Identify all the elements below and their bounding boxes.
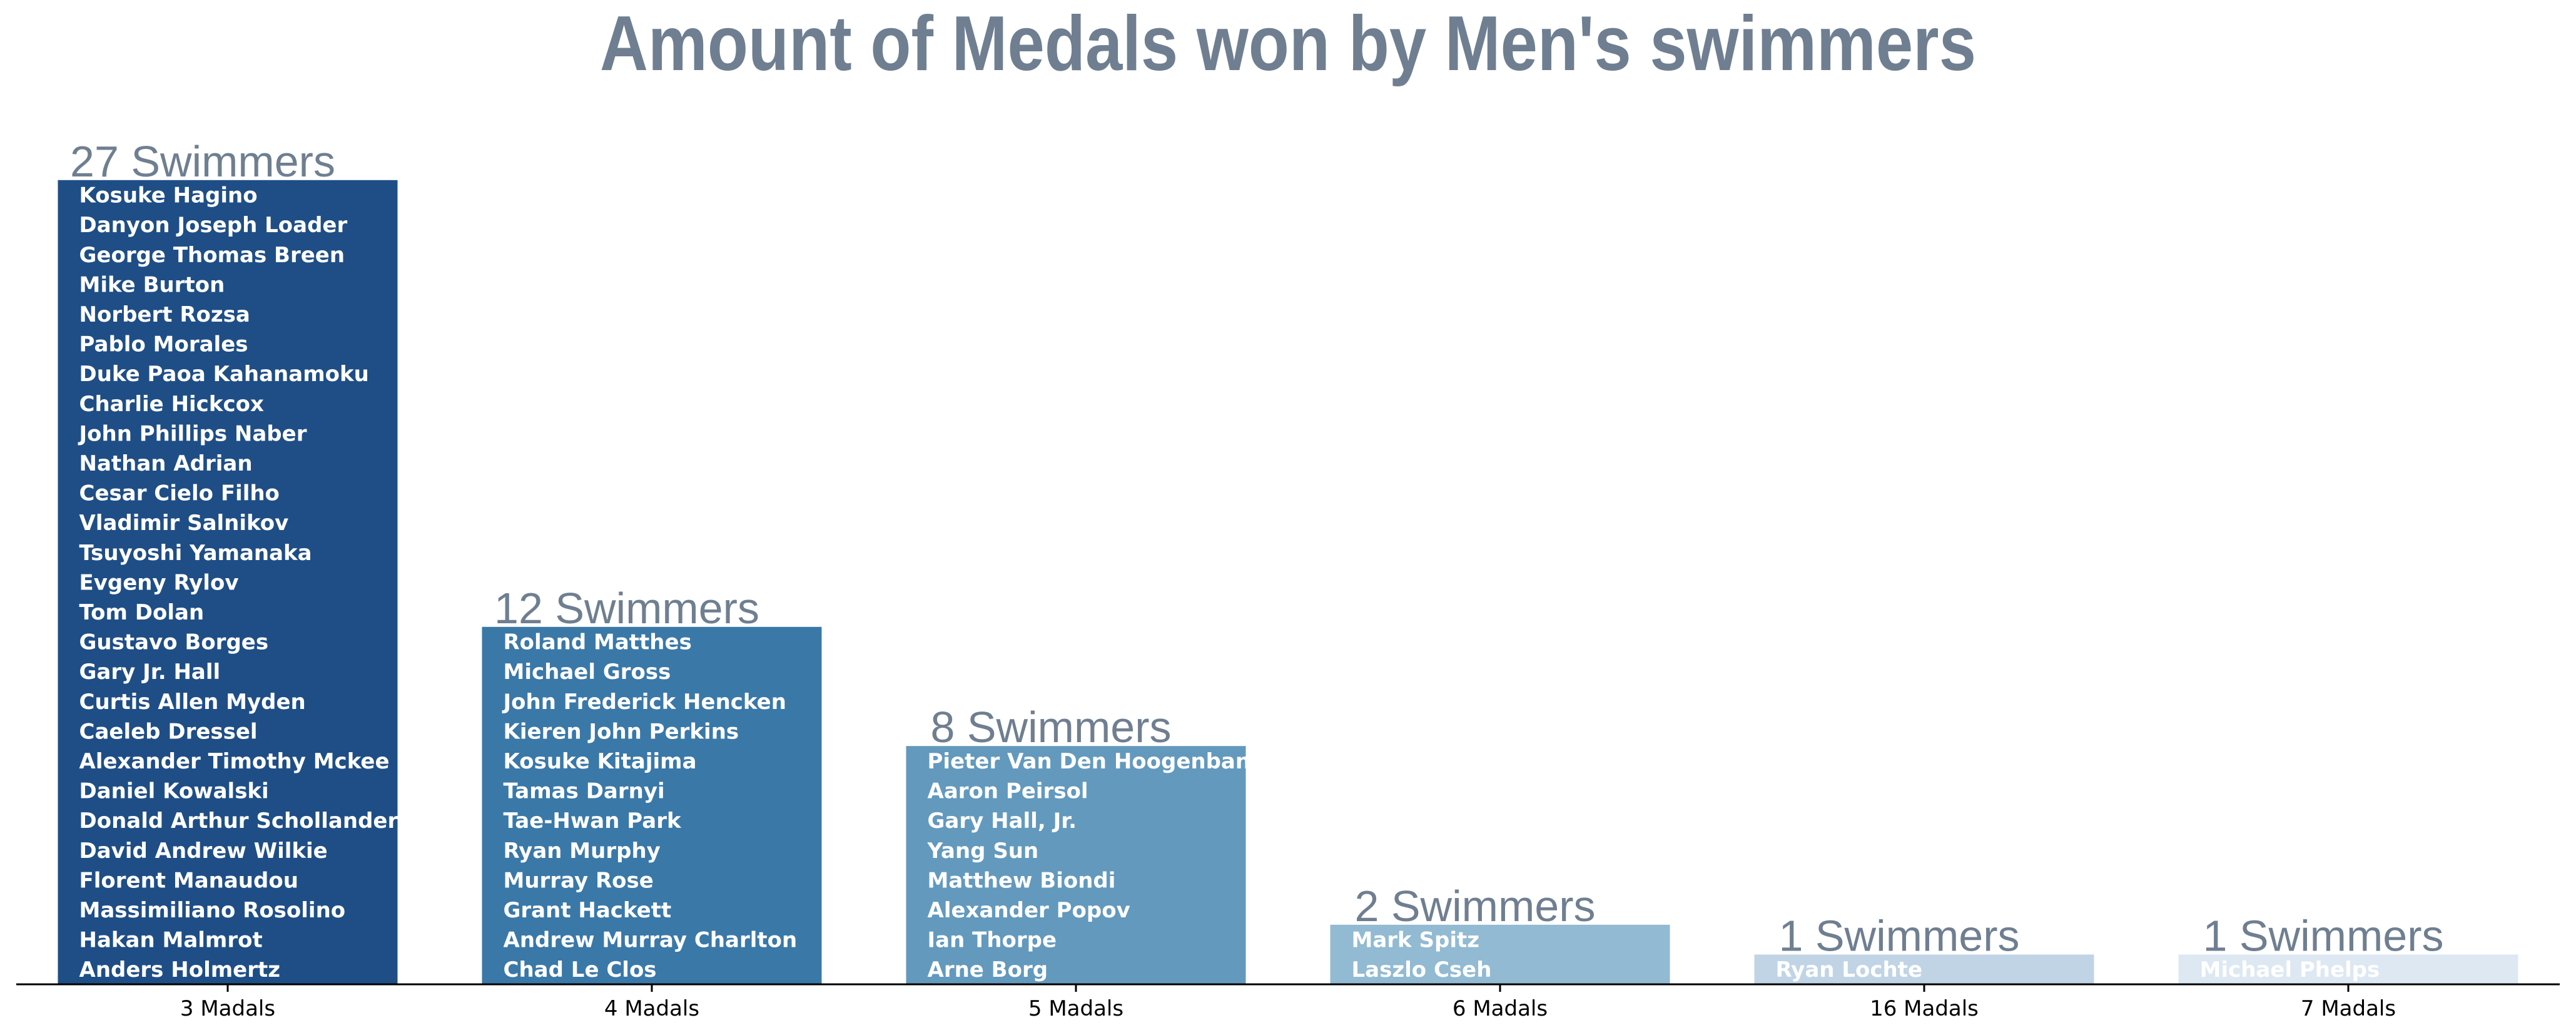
bars-group: Kosuke Hagino Danyon Joseph Loader George … [58,137,2518,984]
swimmer-name: Ryan Murphy [504,839,661,864]
swimmer-name: Ian Thorpe [928,928,1057,953]
x-ticks-group: 3 Madals 4 Madals 5 Madals 6 Madals 16 Madal… [180,984,2396,1021]
swimmer-name: Laszlo Cseh [1352,957,1492,982]
swimmer-name: Charlie Hickcox [79,392,264,417]
swimmer-name: Vladimir Salnikov [79,511,289,536]
swimmer-name: Michael Gross [504,660,671,685]
x-tick-label: 5 Madals [1028,996,1123,1021]
bar-2 [482,626,822,984]
swimmer-name: Aaron Peirsol [928,779,1088,804]
swimmer-name: John Frederick Hencken [502,690,786,715]
swimmer-name: Murray Rose [504,868,654,893]
swimmer-name: Mike Burton [79,272,225,297]
swimmer-name: Matthew Biondi [928,868,1116,893]
bar-6 [2178,954,2518,984]
swimmer-name: Duke Paoa Kahanamoku [79,362,369,387]
swimmer-name: Evgeny Rylov [79,570,239,595]
swimmer-name: Tom Dolan [79,600,205,625]
bar-3-names: Pieter Van Den Hoogenband Aaron Peirsol Ga… [927,749,1266,982]
swimmer-name: Cesar Cielo Filho [79,481,280,506]
x-tick-label: 3 Madals [180,996,275,1021]
swimmer-name: Arne Borg [928,957,1048,982]
swimmer-name: Danyon Joseph Loader [79,213,348,238]
bar-5 [1754,954,2094,984]
swimmer-name: Anders Holmertz [79,957,281,982]
swimmer-name: Daniel Kowalski [79,779,269,804]
swimmer-name: Norbert Rozsa [79,302,250,327]
bar-6-names: Michael Phelps [2200,957,2380,982]
bar-count-label: 27 Swimmers [70,137,335,186]
bar-5-names: Ryan Lochte [1776,957,1923,982]
bar-4 [1330,924,1670,984]
swimmer-name: George Thomas Breen [79,243,345,268]
swimmer-name: Ryan Lochte [1776,957,1923,982]
x-tick-label: 7 Madals [2301,996,2396,1021]
x-tick-label: 4 Madals [604,996,699,1021]
swimmer-name: Nathan Adrian [79,451,253,476]
swimmer-name: Tsuyoshi Yamanaka [79,541,312,566]
swimmer-name: Donald Arthur Schollander [79,808,398,834]
swimmer-name: Gary Jr. Hall [79,660,221,685]
swimmer-name: Gary Hall, Jr. [928,808,1077,834]
bar-3 [906,746,1246,984]
x-tick-label: 16 Madals [1870,996,1979,1021]
swimmer-name: Grant Hackett [504,898,672,923]
swimmer-name: Kosuke Kitajima [504,749,697,774]
bar-count-label: 1 Swimmers [2203,911,2443,960]
bar-count-label: 12 Swimmers [494,584,759,633]
swimmer-name: Tamas Darnyi [504,779,665,804]
x-tick-label: 6 Madals [1453,996,1548,1021]
swimmer-name: Roland Matthes [504,630,692,655]
swimmer-name: Kosuke Hagino [79,183,258,208]
chart-title: Amount of Medals won by Men's swimmers [600,1,1976,87]
swimmer-name: Yang Sun [927,839,1039,864]
swimmer-name: Alexander Popov [928,898,1130,923]
swimmer-name: Tae-Hwan Park [504,808,682,834]
bar-count-label: 1 Swimmers [1778,911,2019,960]
swimmer-name: Pieter Van Den Hoogenband [928,749,1266,774]
swimmer-name: David Andrew Wilkie [79,839,328,864]
swimmer-name: Massimiliano Rosolino [79,898,346,923]
swimmer-name: Mark Spitz [1352,928,1480,953]
swimmer-name: Alexander Timothy Mckee [79,749,390,774]
bar-1 [58,180,398,984]
bar-count-label: 8 Swimmers [930,703,1171,752]
bar-2-names: Roland Matthes Michael Gross John Frederic… [502,630,798,983]
swimmer-name: Andrew Murray Charlton [504,928,798,953]
swimmer-name: Curtis Allen Myden [79,690,306,715]
swimmer-name: Michael Phelps [2200,957,2380,982]
bar-1-names: Kosuke Hagino Danyon Joseph Loader George … [78,183,398,983]
bar-4-names: Mark Spitz Laszlo Cseh [1352,928,1492,983]
swimmer-name: Kieren John Perkins [504,719,739,744]
swimmer-name: Gustavo Borges [79,630,269,655]
swimmer-name: Pablo Morales [79,332,248,357]
swimmer-name: Chad Le Clos [504,957,657,982]
swimmer-name: Florent Manaudou [79,868,298,893]
swimmer-name: John Phillips Naber [78,421,307,446]
swimmer-name: Caeleb Dressel [79,719,258,744]
bar-count-label: 2 Swimmers [1354,882,1595,930]
swimmer-name: Hakan Malmrot [79,928,263,953]
